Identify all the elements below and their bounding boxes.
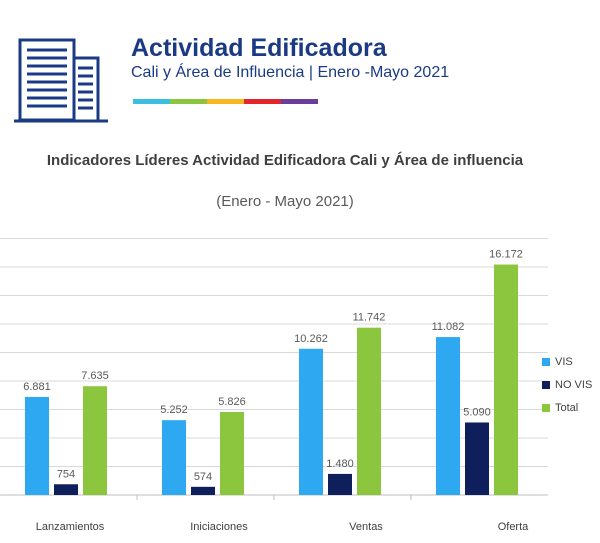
stripe-segment-yellow (207, 99, 244, 104)
stripe-segment-green (170, 99, 207, 104)
data-label: 5.826 (218, 396, 246, 408)
legend-label-vis: VIS (555, 355, 573, 368)
data-label: 5.252 (160, 404, 188, 416)
bar-vis (299, 348, 323, 495)
chart-title: Indicadores Líderes Actividad Edificador… (46, 152, 524, 169)
category-label: Lanzamientos (36, 521, 105, 533)
data-label: 16.172 (489, 249, 523, 261)
bar-no-vis (328, 473, 352, 495)
bar-total (494, 264, 518, 495)
color-stripe (133, 99, 318, 104)
legend-label-no-vis: NO VIS (555, 378, 593, 391)
category-label: Oferta (498, 521, 529, 533)
legend-swatch-no-vis (542, 380, 550, 389)
legend-item-total: Total (542, 396, 592, 419)
data-label: 11.742 (353, 312, 386, 324)
data-label: 7.635 (81, 370, 109, 382)
data-label: 1.480 (326, 458, 354, 470)
header-subtitle: Cali y Área de Influencia | Enero -Mayo … (131, 64, 450, 81)
legend-item-no-vis: NO VIS (542, 373, 592, 396)
legend-item-vis: VIS (542, 350, 592, 373)
bar-no-vis (465, 422, 489, 495)
bar-vis (436, 337, 460, 495)
bar-no-vis (191, 486, 215, 495)
data-label: 11.082 (432, 321, 465, 333)
chart-subtitle: (Enero - Mayo 2021) (216, 193, 354, 210)
legend-label-total: Total (555, 401, 579, 414)
bar-total (357, 327, 381, 495)
data-label: 574 (194, 471, 212, 483)
category-label: Iniciaciones (190, 521, 248, 533)
bar-chart: 6.881 754 7.635 Lanzamientos 5.252 574 5.826 In… (0, 238, 548, 533)
bar-vis (162, 420, 186, 495)
data-label: 5.090 (463, 406, 491, 418)
header-title: Actividad Edificadora (131, 34, 387, 62)
legend-swatch-total (542, 403, 550, 412)
stripe-segment-red (244, 99, 281, 104)
stripe-segment-cyan (133, 99, 170, 104)
stripe-segment-purple (281, 99, 318, 104)
bar-total (83, 386, 107, 495)
bar-total (220, 411, 244, 495)
building-icon (14, 38, 108, 123)
legend-swatch-vis (542, 357, 550, 366)
data-label: 10.262 (294, 333, 328, 345)
chart-legend: VIS NO VIS Total (542, 350, 592, 419)
data-label: 754 (57, 468, 75, 480)
data-label: 6.881 (23, 381, 51, 393)
bar-vis (25, 396, 49, 495)
category-label: Ventas (349, 521, 383, 533)
bar-no-vis (54, 484, 78, 495)
